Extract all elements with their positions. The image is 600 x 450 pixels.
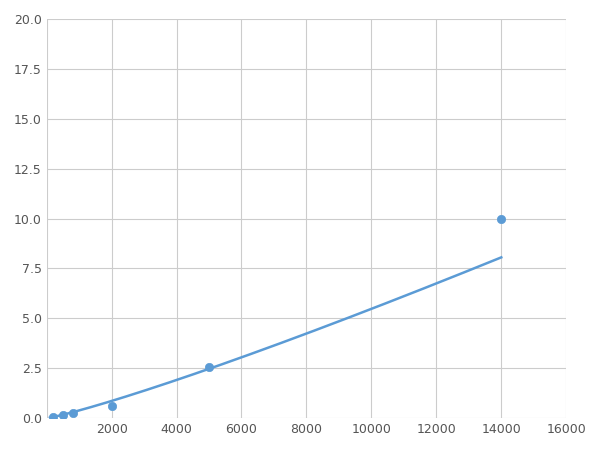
Point — [496, 215, 506, 222]
Point — [68, 410, 77, 417]
Point — [204, 364, 214, 371]
Point — [58, 411, 68, 418]
Point — [107, 402, 116, 410]
Point — [49, 413, 58, 420]
